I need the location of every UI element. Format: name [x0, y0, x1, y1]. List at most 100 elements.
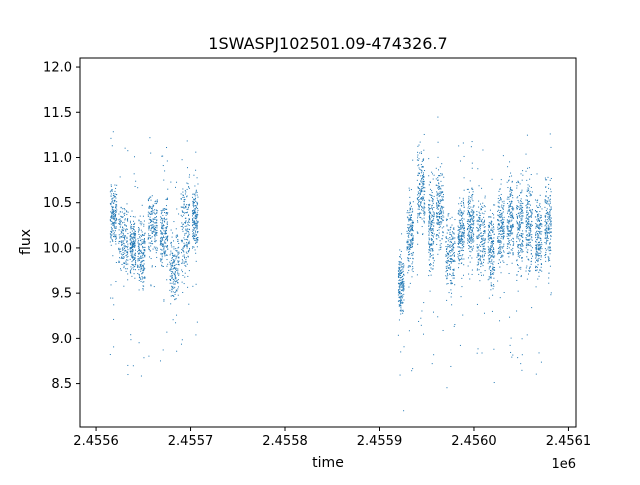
- data-point: [138, 230, 140, 232]
- data-point: [187, 228, 189, 230]
- data-point: [490, 242, 492, 244]
- data-point: [463, 177, 465, 179]
- data-point: [459, 258, 461, 260]
- data-point: [412, 251, 414, 253]
- data-point: [141, 231, 143, 233]
- data-point: [441, 218, 443, 220]
- data-point: [509, 204, 511, 206]
- data-point: [186, 245, 188, 247]
- data-point: [481, 218, 483, 220]
- data-point: [510, 186, 512, 188]
- data-point: [122, 258, 124, 260]
- data-point: [499, 246, 501, 248]
- data-point: [422, 172, 424, 174]
- data-point: [175, 280, 177, 282]
- data-point: [126, 246, 128, 248]
- data-point: [110, 203, 112, 205]
- data-point: [155, 221, 157, 223]
- data-point: [174, 273, 176, 275]
- data-point: [166, 239, 168, 241]
- data-point: [410, 218, 412, 220]
- data-point: [521, 217, 523, 219]
- data-point: [478, 254, 480, 256]
- data-point: [460, 225, 462, 227]
- data-point: [477, 259, 479, 261]
- data-point: [538, 244, 540, 246]
- data-point: [492, 273, 494, 275]
- data-point: [114, 222, 116, 224]
- data-point: [492, 264, 494, 266]
- data-point: [482, 251, 484, 253]
- data-point: [470, 224, 472, 226]
- data-point: [411, 233, 413, 235]
- data-point: [133, 254, 135, 256]
- data-point: [181, 241, 183, 243]
- data-point: [401, 294, 403, 296]
- data-point: [123, 245, 125, 247]
- data-point: [411, 276, 413, 278]
- data-point: [137, 265, 139, 267]
- data-point: [178, 213, 180, 215]
- data-point: [196, 216, 198, 218]
- data-point: [430, 237, 432, 239]
- data-point: [122, 240, 124, 242]
- data-point: [142, 254, 144, 256]
- data-point: [430, 229, 432, 231]
- data-point: [458, 241, 460, 243]
- data-point: [493, 252, 495, 254]
- data-point: [527, 235, 529, 237]
- data-point: [160, 259, 162, 261]
- data-point: [539, 224, 541, 226]
- data-point: [151, 227, 153, 229]
- data-point: [180, 214, 182, 216]
- data-point: [156, 210, 158, 212]
- data-point: [417, 186, 419, 188]
- data-point: [547, 201, 549, 203]
- data-point: [187, 235, 189, 237]
- data-point: [459, 239, 461, 241]
- data-point: [548, 199, 550, 201]
- data-point: [550, 191, 552, 193]
- data-point: [138, 249, 140, 251]
- data-point: [185, 205, 187, 207]
- data-point: [500, 216, 502, 218]
- data-point: [134, 236, 136, 238]
- data-point: [129, 222, 131, 224]
- data-point: [454, 242, 456, 244]
- data-point: [111, 213, 113, 215]
- data-point: [518, 267, 520, 269]
- data-point: [411, 222, 413, 224]
- data-point: [166, 147, 168, 149]
- data-point: [169, 263, 171, 265]
- data-point: [535, 240, 537, 242]
- data-point: [402, 284, 404, 286]
- data-point: [535, 248, 537, 250]
- data-point: [154, 203, 156, 205]
- data-point: [120, 224, 122, 226]
- data-point: [150, 237, 152, 239]
- data-point: [539, 210, 541, 212]
- data-point: [459, 235, 461, 237]
- data-point: [545, 222, 547, 224]
- data-point: [408, 260, 410, 262]
- data-point: [457, 250, 459, 252]
- data-point: [498, 240, 500, 242]
- data-point: [493, 269, 495, 271]
- data-point: [497, 197, 499, 199]
- data-point: [408, 228, 410, 230]
- data-point: [535, 247, 537, 249]
- data-point: [509, 244, 511, 246]
- data-point: [466, 238, 468, 240]
- data-point: [410, 240, 412, 242]
- data-point: [141, 257, 143, 259]
- data-point: [188, 234, 190, 236]
- data-point: [127, 211, 129, 213]
- data-point: [170, 266, 172, 268]
- data-point: [166, 160, 168, 162]
- data-point: [161, 249, 163, 251]
- data-point: [479, 244, 481, 246]
- y-tick-label: 11.5: [43, 106, 72, 121]
- data-point: [400, 276, 402, 278]
- data-point: [441, 199, 443, 201]
- data-point: [493, 382, 495, 384]
